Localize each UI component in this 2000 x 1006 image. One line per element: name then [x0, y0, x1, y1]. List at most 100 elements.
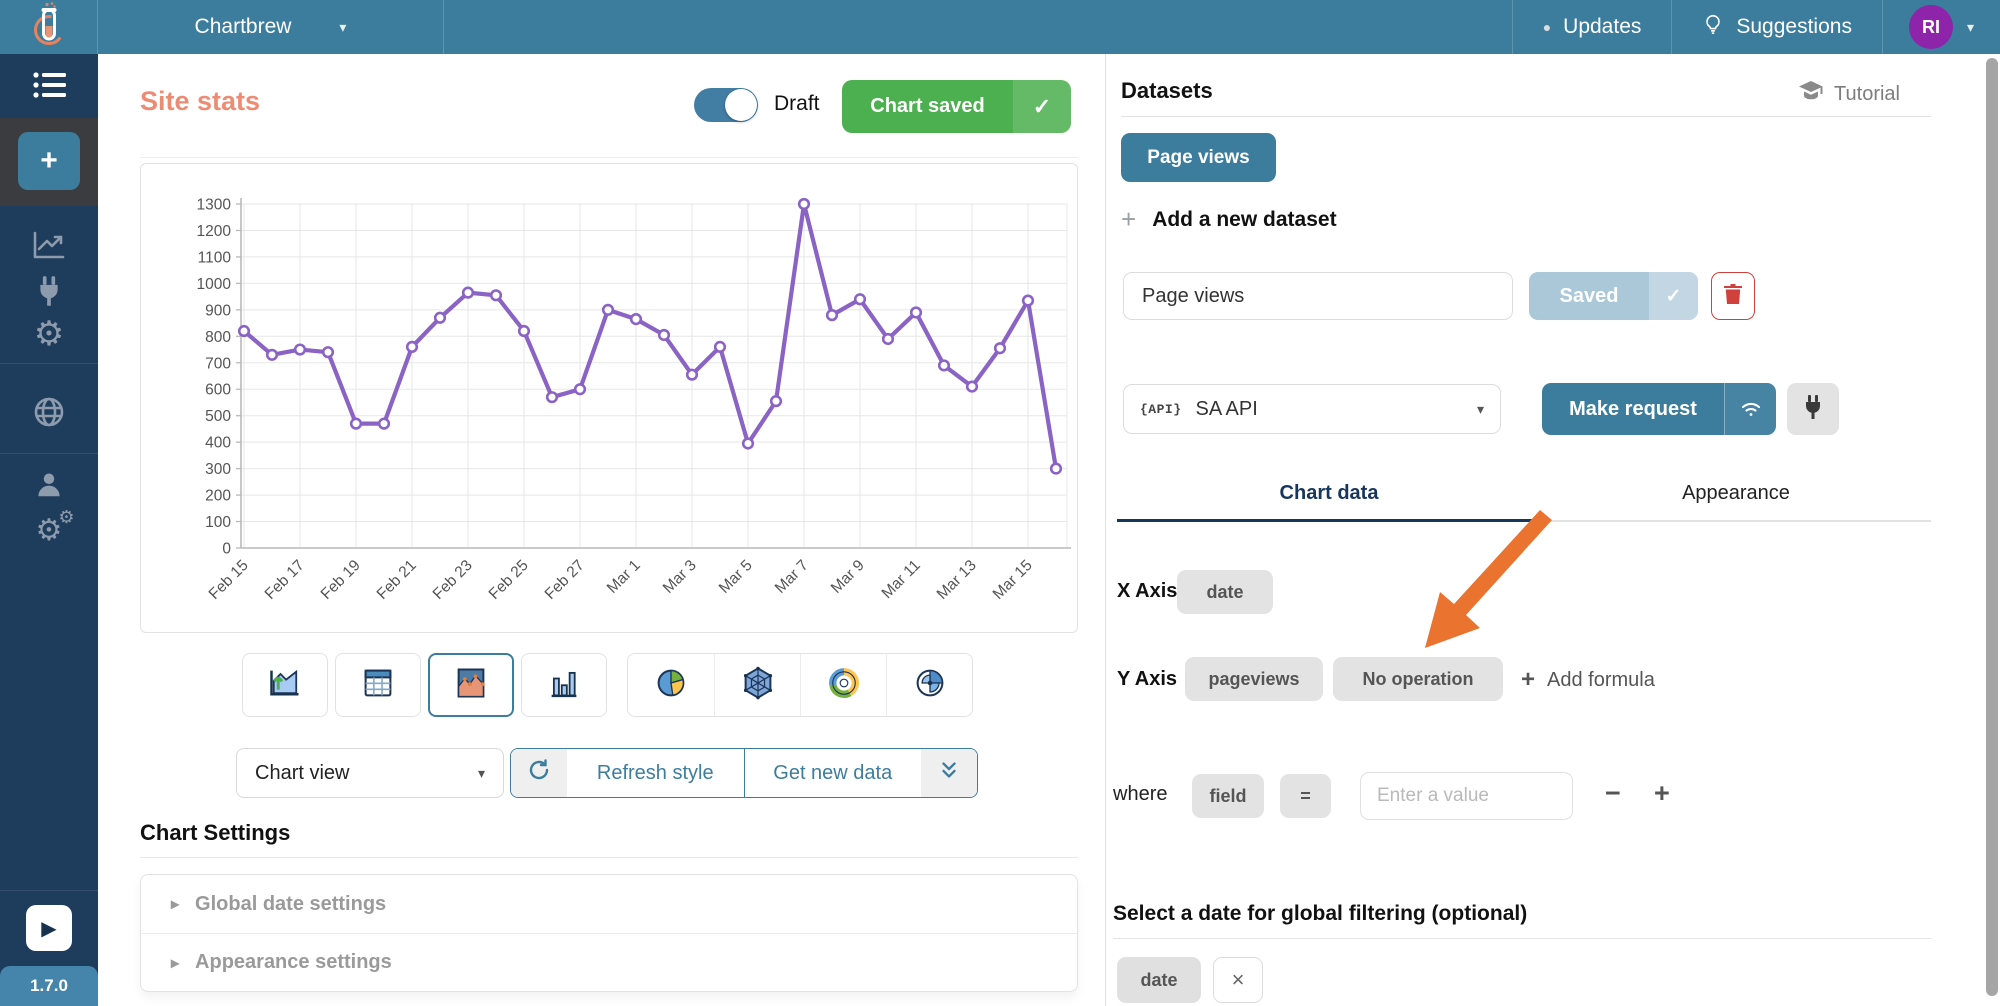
user-menu[interactable]: RI ▾ [1881, 0, 2000, 54]
refresh-style-label: Refresh style [596, 761, 714, 784]
svg-text:600: 600 [205, 382, 231, 399]
chart-view-select[interactable]: Chart view ▾ [236, 748, 504, 798]
chart-view-value: Chart view [255, 761, 350, 784]
sidebar-item-team-members[interactable] [0, 467, 98, 507]
sidebar-divider [0, 890, 98, 891]
suggestions-button[interactable]: Suggestions [1671, 0, 1882, 54]
sidebar-item-connections[interactable] [0, 273, 98, 313]
chevron-down-icon: ▾ [339, 18, 347, 35]
tab-appearance[interactable]: Appearance [1541, 482, 1931, 522]
sidebar-item-dashboards[interactable] [0, 66, 98, 108]
x-axis-field-chip[interactable]: date [1177, 570, 1273, 614]
remove-condition-button[interactable]: − [1605, 778, 1621, 808]
chart-type-selector [242, 653, 973, 717]
chart-type-pie-button[interactable] [628, 654, 714, 716]
chart-type-bar-button[interactable] [521, 653, 607, 717]
project-switcher[interactable]: Chartbrew ▾ [98, 0, 444, 54]
tab-chart-data[interactable]: Chart data [1117, 482, 1541, 522]
get-new-data-button[interactable]: Get new data [743, 749, 922, 797]
y-axis-field-chip[interactable]: pageviews [1185, 657, 1323, 701]
page-scrollbar[interactable] [1986, 58, 1998, 996]
svg-text:Mar 13: Mar 13 [934, 557, 980, 603]
dashboard-list-icon [31, 69, 67, 106]
plug-icon [34, 275, 64, 312]
chevron-down-icon: ▾ [1476, 400, 1484, 417]
updates-button[interactable]: ● Updates [1511, 0, 1672, 54]
svg-text:Feb 21: Feb 21 [374, 557, 420, 603]
sidebar-add-section: + [0, 118, 98, 206]
refresh-icon-button[interactable] [511, 749, 567, 797]
refresh-button-group: Refresh style Get new data [510, 748, 978, 798]
condition-value-input[interactable] [1360, 772, 1573, 820]
sidebar-item-public-dashboard[interactable] [0, 393, 98, 435]
dataset-tabs: Chart data Appearance [1117, 482, 1931, 522]
chart-settings-title: Chart Settings [140, 820, 291, 845]
globe-icon [32, 395, 66, 434]
chart-type-doughnut-button[interactable] [800, 654, 886, 716]
toggle-knob [725, 89, 757, 121]
avatar[interactable]: RI [1908, 5, 1953, 49]
sidebar-item-team-settings[interactable]: ⚙ ⚙ [0, 507, 98, 550]
chevron-right-icon: ▸ [171, 896, 180, 913]
appearance-settings-accordion[interactable]: ▸ Appearance settings [141, 933, 1077, 991]
draft-toggle[interactable] [694, 88, 758, 122]
svg-text:Mar 1: Mar 1 [604, 557, 644, 597]
tutorial-link[interactable]: Tutorial [1798, 80, 1900, 108]
dataset-tab-page-views[interactable]: Page views [1121, 133, 1276, 182]
connection-select[interactable]: {API} SA API ▾ [1123, 384, 1501, 434]
chart-type-group-circular [627, 653, 973, 717]
y-axis-operation-chip[interactable]: No operation [1333, 657, 1503, 701]
chart-line-icon [32, 230, 66, 265]
add-chart-button[interactable]: + [18, 132, 80, 190]
check-icon: ✓ [1649, 272, 1698, 320]
dataset-name-input[interactable] [1123, 272, 1513, 320]
sidebar: + ⚙ [0, 54, 98, 1006]
dot-icon: ● [1542, 19, 1552, 35]
plus-icon: + [1121, 204, 1137, 234]
chart-type-table-button[interactable] [335, 653, 421, 717]
add-formula-button[interactable]: + Add formula [1521, 666, 1655, 694]
add-condition-button[interactable]: + [1654, 778, 1670, 808]
svg-text:Feb 23: Feb 23 [430, 557, 476, 603]
chart-saved-button[interactable]: Chart saved ✓ [842, 80, 1071, 133]
global-date-field-chip[interactable]: date [1117, 957, 1201, 1003]
make-request-label: Make request [1569, 397, 1697, 420]
svg-text:Mar 3: Mar 3 [660, 557, 700, 597]
graduation-cap-icon [1798, 80, 1824, 108]
connection-value: SA API [1195, 397, 1258, 420]
wifi-icon [1724, 383, 1776, 435]
add-dataset-button[interactable]: + Add a new dataset [1121, 204, 1337, 235]
clear-date-button[interactable]: × [1213, 957, 1263, 1003]
global-date-settings-label: Global date settings [195, 892, 387, 915]
make-request-button[interactable]: Make request [1542, 383, 1776, 435]
global-date-heading: Select a date for global filtering (opti… [1113, 902, 1528, 925]
line-area-chart-icon [452, 665, 490, 706]
divider [1121, 116, 1931, 117]
sidebar-item-project-settings[interactable]: ⚙ [0, 313, 98, 355]
global-date-settings-accordion[interactable]: ▸ Global date settings [141, 875, 1077, 933]
table-chart-icon [359, 665, 397, 706]
refresh-style-button[interactable]: Refresh style [567, 749, 744, 797]
svg-text:Mar 9: Mar 9 [828, 557, 868, 597]
chart-type-kpi-area-button[interactable] [242, 653, 328, 717]
sidebar-walkthrough-button[interactable]: ▶ [0, 905, 98, 951]
dataset-saved-button[interactable]: Saved ✓ [1529, 272, 1698, 320]
get-new-data-label: Get new data [773, 761, 893, 784]
datasets-title: Datasets [1121, 78, 1213, 103]
connection-settings-button[interactable] [1787, 383, 1839, 435]
line-chart-svg: 0 100 200 300 400 500 600 700 800 900 1000 1100 1200… [197, 197, 1071, 603]
sidebar-item-charts[interactable] [0, 227, 98, 267]
chart-type-line-area-button[interactable] [428, 653, 514, 717]
chevron-double-down-icon [938, 758, 960, 788]
where-label: where [1113, 783, 1168, 805]
app-logo[interactable] [0, 0, 98, 54]
condition-field-chip[interactable]: field [1192, 774, 1264, 818]
expand-options-button[interactable] [921, 749, 977, 797]
delete-dataset-button[interactable] [1711, 272, 1755, 320]
chart-type-radar-button[interactable] [714, 654, 800, 716]
chart-type-polar-button[interactable] [886, 654, 972, 716]
svg-text:Feb 25: Feb 25 [486, 557, 532, 603]
pie-chart-icon [652, 665, 690, 706]
svg-text:Feb 27: Feb 27 [542, 557, 588, 603]
condition-operator-chip[interactable]: = [1280, 774, 1331, 818]
